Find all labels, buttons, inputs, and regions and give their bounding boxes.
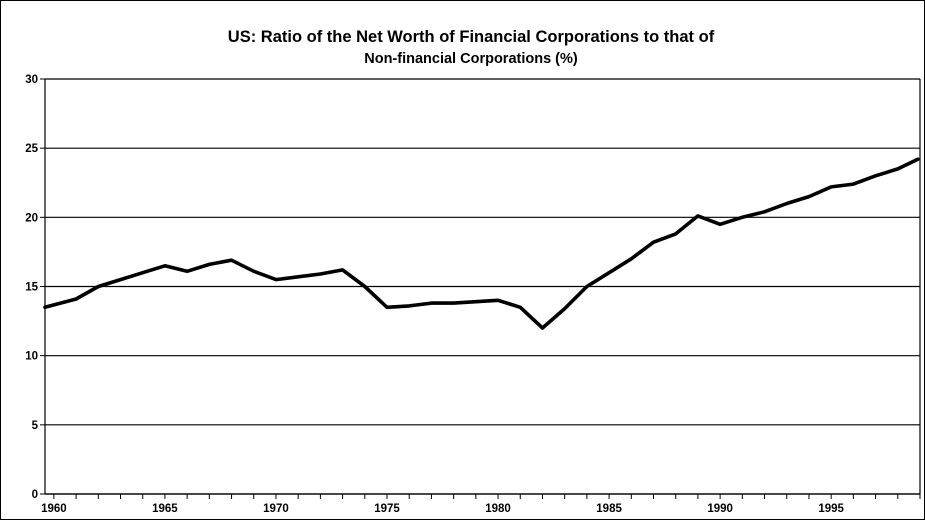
x-tick-label-4: 1980 xyxy=(485,503,511,515)
y-tick-label-1: 5 xyxy=(32,420,39,432)
y-tick-label-2: 10 xyxy=(25,351,38,363)
y-tick-label-0: 0 xyxy=(32,489,38,501)
x-tick-label-1: 1965 xyxy=(152,503,178,515)
y-axis-ticks: 0 5 10 15 20 25 30 xyxy=(25,74,45,501)
y-tick-label-4: 20 xyxy=(25,212,38,224)
y-tick-label-6: 30 xyxy=(25,74,38,86)
chart-subtitle: Non-financial Corporations (%) xyxy=(364,51,578,67)
x-tick-label-0: 1960 xyxy=(41,503,67,515)
y-tick-label-3: 15 xyxy=(25,282,38,294)
series-layer xyxy=(43,157,920,330)
x-tick-label-6: 1990 xyxy=(707,503,733,515)
x-tick-label-3: 1975 xyxy=(374,503,400,515)
gridlines xyxy=(44,78,921,495)
chart-title: US: Ratio of the Net Worth of Financial … xyxy=(228,28,715,46)
x-tick-label-2: 1970 xyxy=(263,503,289,515)
x-tick-label-7: 1995 xyxy=(818,503,844,515)
y-tick-label-5: 25 xyxy=(25,143,38,155)
x-axis-ticks: 1960 1965 1970 1975 1980 1985 1990 1995 xyxy=(41,494,921,515)
series-line-0 xyxy=(43,157,920,330)
x-tick-label-5: 1985 xyxy=(596,503,622,515)
